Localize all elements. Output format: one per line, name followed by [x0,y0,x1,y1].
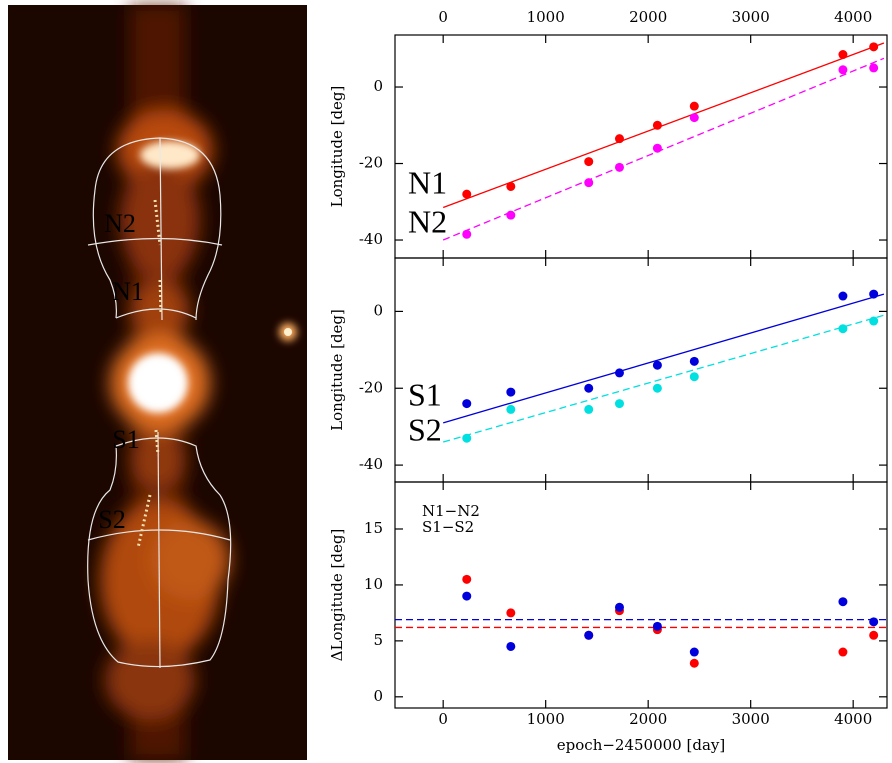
data-point [584,383,594,393]
y-tick-label: 15 [364,519,383,537]
legend-entry: N1−N2 [422,502,480,520]
data-point [462,399,472,409]
data-point [506,608,516,618]
data-point [652,383,662,393]
data-point [689,372,699,382]
y-tick-label: 0 [373,77,383,95]
data-point [614,399,624,409]
data-point [584,630,594,640]
data-point [614,134,624,144]
data-point [689,356,699,366]
data-point [689,658,699,668]
x-tick-label: 2000 [629,710,667,728]
data-point [838,597,848,607]
data-point [652,360,662,370]
y-tick-label: -20 [359,378,383,396]
x-tick-label: 2000 [629,8,667,26]
data-point [838,291,848,301]
data-point [506,641,516,651]
legend-entry: S1−S2 [422,518,474,536]
x-tick-label: 1000 [527,8,565,26]
x-tick-label: 3000 [732,710,770,728]
data-point [652,621,662,631]
plot-frame [394,34,888,259]
data-point [462,591,472,601]
data-point [614,162,624,172]
series-label: S2 [408,411,442,447]
data-point [869,63,879,73]
plot-frame [394,481,888,709]
data-point [584,404,594,414]
x-tick-label: 1000 [527,710,565,728]
x-tick-label: 3000 [732,8,770,26]
series-label: N2 [408,203,447,239]
y-tick-label: 5 [373,631,383,649]
y-tick-label: 0 [373,301,383,319]
fit-line [442,314,885,443]
series-label: N1 [408,164,447,200]
image-label: S2 [98,505,125,534]
data-point [584,157,594,167]
data-point [869,630,879,640]
fit-line [442,293,885,424]
data-point [652,120,662,130]
y-axis-label: Longitude [deg] [328,86,346,208]
x-axis-label: epoch−2450000 [day] [557,736,725,754]
image-label: N1 [112,277,144,306]
y-tick-label: 0 [373,687,383,705]
data-point [869,316,879,326]
x-tick-label: 4000 [834,710,872,728]
data-point [838,647,848,657]
fit-line [442,42,885,209]
data-point [869,289,879,299]
series-label: S1 [408,376,442,412]
data-point [652,143,662,153]
data-point [614,602,624,612]
data-point [838,65,848,75]
y-tick-label: -40 [359,455,383,473]
image-label: S1 [112,425,139,454]
data-point [506,210,516,220]
nebula-image [8,5,307,760]
data-point [584,178,594,188]
data-point [462,229,472,239]
data-point [838,324,848,334]
data-point [689,647,699,657]
image-label: N2 [104,209,136,238]
y-tick-label: -40 [359,230,383,248]
plot-frame [394,257,888,483]
y-axis-label: ΔLongitude [deg] [328,529,346,662]
data-point [689,113,699,123]
x-tick-label: 0 [438,8,448,26]
y-tick-label: -20 [359,154,383,172]
data-point [462,189,472,199]
x-tick-label: 4000 [834,8,872,26]
x-tick-label: 0 [438,710,448,728]
data-point [462,433,472,443]
data-point [506,404,516,414]
y-axis-label: Longitude [deg] [328,309,346,431]
data-point [506,181,516,191]
data-point [506,387,516,397]
fit-line [442,57,885,241]
y-tick-label: 10 [364,575,383,593]
data-point [614,368,624,378]
data-point [869,617,879,627]
data-point [689,101,699,111]
data-point [462,574,472,584]
data-point [869,42,879,52]
data-point [838,50,848,60]
